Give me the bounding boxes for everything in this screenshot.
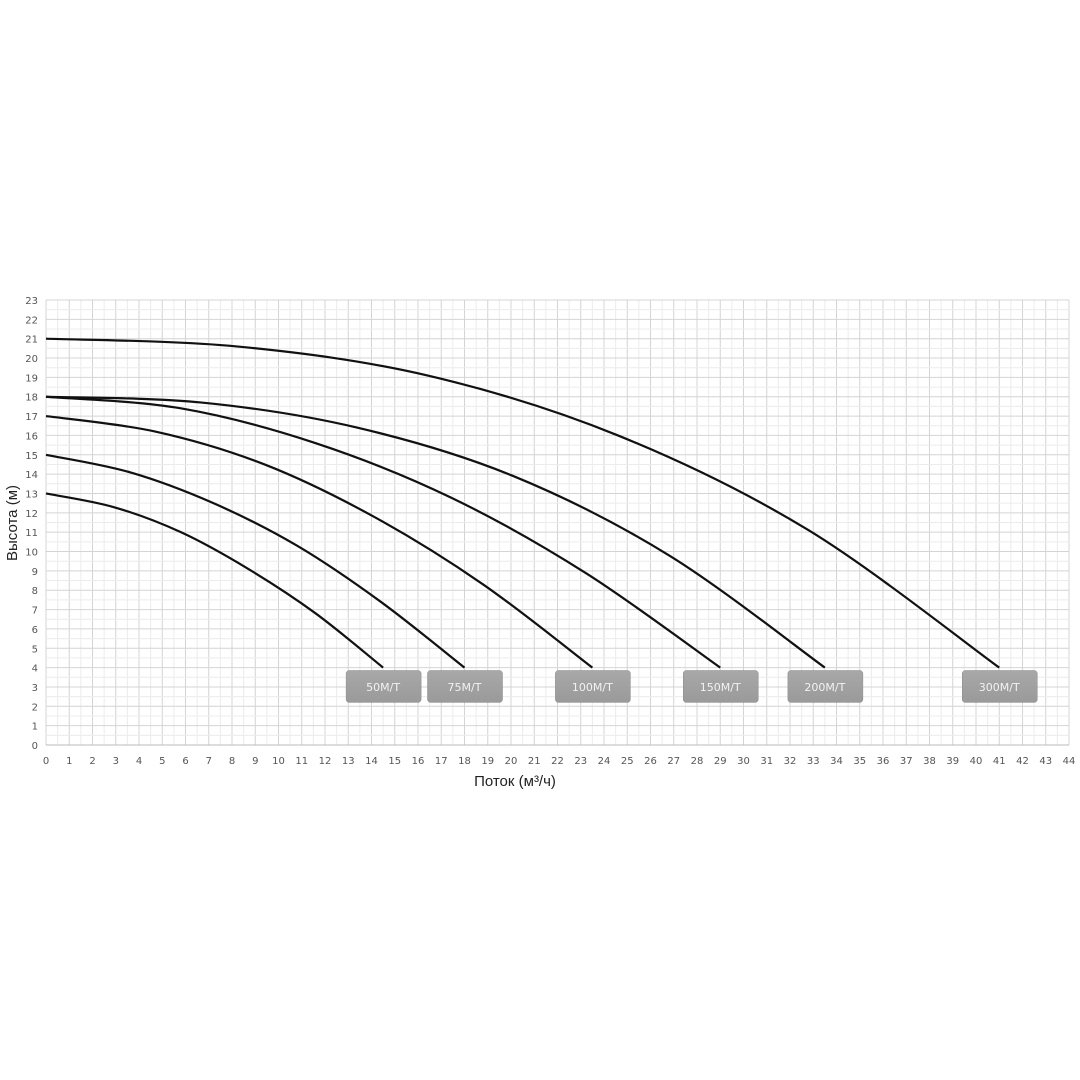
y-tick-label: 14 xyxy=(25,470,38,481)
x-tick-label: 4 xyxy=(136,756,142,767)
curve-150mt xyxy=(45,395,721,669)
curve-200mt xyxy=(45,395,826,669)
x-tick-label: 24 xyxy=(598,756,611,767)
x-tick-label: 8 xyxy=(229,756,235,767)
x-tick-label: 30 xyxy=(737,756,750,767)
x-tick-label: 13 xyxy=(342,756,355,767)
x-tick-label: 40 xyxy=(970,756,983,767)
y-tick-label: 8 xyxy=(32,586,38,597)
y-tick-label: 21 xyxy=(25,335,38,346)
x-tick-label: 2 xyxy=(89,756,95,767)
y-axis-title: Высота (м) xyxy=(4,485,21,561)
y-tick-label: 6 xyxy=(32,625,38,636)
x-tick-label: 26 xyxy=(644,756,657,767)
x-tick-label: 17 xyxy=(435,756,448,767)
x-tick-label: 3 xyxy=(113,756,119,767)
y-tick-label: 2 xyxy=(32,702,38,713)
y-tick-label: 1 xyxy=(32,722,38,733)
x-tick-label: 34 xyxy=(830,756,843,767)
x-tick-label: 41 xyxy=(993,756,1006,767)
y-tick-label: 4 xyxy=(32,664,38,675)
y-tick-label: 17 xyxy=(25,412,38,423)
x-tick-label: 23 xyxy=(574,756,587,767)
x-tick-label: 42 xyxy=(1016,756,1029,767)
x-tick-label: 11 xyxy=(295,756,308,767)
x-tick-label: 6 xyxy=(182,756,188,767)
x-tick-label: 9 xyxy=(252,756,258,767)
y-tick-label: 13 xyxy=(25,489,38,500)
x-tick-label: 19 xyxy=(481,756,494,767)
label-box xyxy=(962,670,1038,703)
series-lines xyxy=(45,337,1000,669)
x-tick-label: 25 xyxy=(621,756,634,767)
x-tick-label: 12 xyxy=(319,756,332,767)
y-tick-label: 16 xyxy=(25,431,38,442)
y-tick-label: 11 xyxy=(25,528,38,539)
x-tick-label: 33 xyxy=(807,756,820,767)
x-tick-label: 32 xyxy=(784,756,797,767)
curve-100mt xyxy=(45,414,594,669)
curve-300mt xyxy=(45,337,1000,669)
x-tick-label: 43 xyxy=(1039,756,1052,767)
x-tick-label: 44 xyxy=(1063,756,1076,767)
x-tick-label: 7 xyxy=(206,756,212,767)
x-tick-label: 28 xyxy=(691,756,704,767)
x-tick-label: 16 xyxy=(412,756,425,767)
x-tick-label: 36 xyxy=(877,756,890,767)
series-label: 150M/T xyxy=(700,681,741,694)
tick-labels: 0 1 2 3 4 5 6 7 8 9 10 11 12 13 14 15 16 17 18 19 20 21 22 23 24… xyxy=(25,296,1075,767)
y-tick-label: 9 xyxy=(32,567,38,578)
y-tick-label: 5 xyxy=(32,644,38,655)
series-label: 50M/T xyxy=(366,681,400,694)
y-tick-label: 22 xyxy=(25,315,38,326)
series-labels: 50M/T 75M/T 100M/T 150M/T 200M/T 300M/T xyxy=(345,670,1038,703)
label-box xyxy=(787,670,864,703)
x-tick-label: 14 xyxy=(365,756,378,767)
x-tick-label: 31 xyxy=(760,756,773,767)
series-label: 200M/T xyxy=(804,681,845,694)
x-tick-label: 37 xyxy=(900,756,913,767)
label-box xyxy=(427,670,503,703)
x-tick-label: 18 xyxy=(458,756,471,767)
x-tick-label: 22 xyxy=(551,756,564,767)
y-tick-label: 7 xyxy=(32,606,38,617)
x-tick-label: 38 xyxy=(923,756,936,767)
x-axis-title: Поток (м³/ч) xyxy=(474,773,556,790)
series-label: 100M/T xyxy=(572,681,613,694)
y-tick-label: 19 xyxy=(25,373,38,384)
y-tick-label: 15 xyxy=(25,451,38,462)
x-tick-label: 27 xyxy=(667,756,680,767)
label-box xyxy=(345,670,422,703)
label-box xyxy=(683,670,759,703)
x-tick-label: 21 xyxy=(528,756,541,767)
x-tick-label: 39 xyxy=(946,756,959,767)
x-tick-label: 35 xyxy=(853,756,866,767)
x-tick-label: 15 xyxy=(388,756,401,767)
label-box xyxy=(555,670,631,703)
x-tick-label: 10 xyxy=(272,756,285,767)
x-tick-label: 20 xyxy=(505,756,518,767)
y-tick-label: 10 xyxy=(25,548,38,559)
x-tick-label: 5 xyxy=(159,756,165,767)
x-tick-label: 0 xyxy=(43,756,49,767)
curve-75mt xyxy=(45,453,466,669)
curve-50mt xyxy=(45,492,384,669)
series-label: 300M/T xyxy=(979,681,1020,694)
y-tick-label: 12 xyxy=(25,509,38,520)
x-tick-label: 1 xyxy=(66,756,72,767)
y-tick-label: 3 xyxy=(32,683,38,694)
y-tick-label: 23 xyxy=(25,296,38,307)
y-tick-label: 18 xyxy=(25,393,38,404)
y-tick-label: 20 xyxy=(25,354,38,365)
series-label: 75M/T xyxy=(448,681,482,694)
y-tick-label: 0 xyxy=(32,741,38,752)
x-tick-label: 29 xyxy=(714,756,727,767)
